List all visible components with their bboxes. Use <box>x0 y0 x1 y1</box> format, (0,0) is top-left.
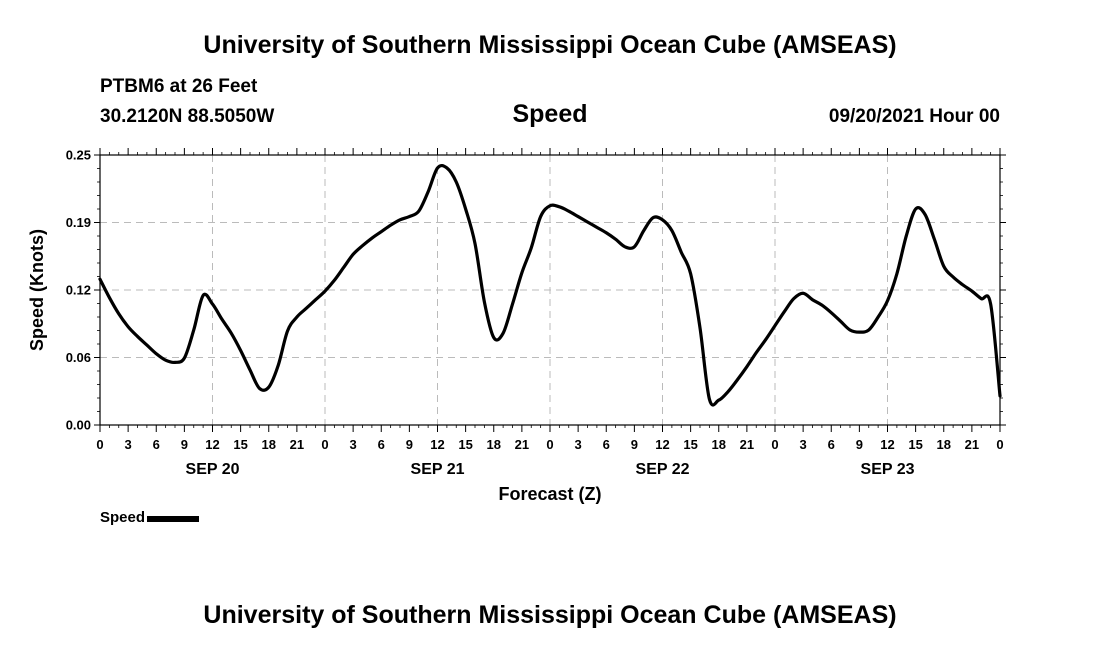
chart-title-bottom: University of Southern Mississippi Ocean… <box>203 601 897 629</box>
speed-series-line <box>98 163 1002 407</box>
y-tick-label: 0.12 <box>66 283 91 298</box>
y-axis-title: Speed (Knots) <box>27 229 47 351</box>
x-tick-label: 0 <box>996 437 1003 452</box>
x-tick-label: 12 <box>655 437 669 452</box>
x-tick-label: 3 <box>575 437 582 452</box>
x-tick-label: 15 <box>458 437 472 452</box>
x-tick-label: 0 <box>96 437 103 452</box>
x-tick-label: 18 <box>487 437 501 452</box>
x-tick-label: 9 <box>406 437 413 452</box>
x-tick-label: 9 <box>631 437 638 452</box>
date-label: SEP 23 <box>861 461 915 478</box>
x-tick-label: 3 <box>350 437 357 452</box>
x-tick-label: 0 <box>321 437 328 452</box>
grid-layer <box>100 155 1000 425</box>
y-tick-label: 0.00 <box>66 418 91 433</box>
x-tick-label: 12 <box>430 437 444 452</box>
station-label: PTBM6 at 26 Feet <box>100 76 258 97</box>
x-tick-label: 18 <box>712 437 726 452</box>
x-tick-label: 12 <box>880 437 894 452</box>
x-tick-label: 6 <box>603 437 610 452</box>
x-tick-label: 6 <box>828 437 835 452</box>
x-tick-label: 18 <box>937 437 951 452</box>
x-tick-label: 12 <box>205 437 219 452</box>
x-axis-title: Forecast (Z) <box>498 484 601 504</box>
x-tick-label: 9 <box>181 437 188 452</box>
chart-subtitle: Speed <box>512 100 588 128</box>
y-tick-layer: 0.00 0.06 0.12 0.19 0.25 <box>66 148 1006 433</box>
x-tick-label: 3 <box>125 437 132 452</box>
location-label: 30.2120N 88.5050W <box>100 106 275 127</box>
x-tick-label: 21 <box>515 437 529 452</box>
x-tick-layer: 0 3 6 9 12 15 18 21 0 3 6 9 12 15 18 21 0 3 6 9 12 15 18 21 0 3 6 9… <box>96 148 1004 452</box>
x-tick-label: 21 <box>965 437 979 452</box>
datetime-label: 09/20/2021 Hour 00 <box>828 106 1000 127</box>
date-label-layer: SEP 20 SEP 21 SEP 22 SEP 23 <box>186 461 915 478</box>
date-label: SEP 21 <box>411 461 465 478</box>
legend: Speed <box>100 509 200 526</box>
date-label: SEP 22 <box>636 461 690 478</box>
x-tick-label: 15 <box>683 437 697 452</box>
x-tick-label: 9 <box>856 437 863 452</box>
y-tick-label: 0.25 <box>66 148 91 163</box>
x-tick-label: 15 <box>908 437 922 452</box>
x-tick-label: 15 <box>233 437 247 452</box>
x-tick-label: 0 <box>546 437 553 452</box>
x-tick-label: 6 <box>378 437 385 452</box>
x-tick-label: 6 <box>153 437 160 452</box>
date-label: SEP 20 <box>186 461 240 478</box>
x-tick-label: 18 <box>262 437 276 452</box>
y-tick-label: 0.06 <box>66 350 91 365</box>
x-tick-label: 21 <box>290 437 304 452</box>
x-tick-label: 21 <box>740 437 754 452</box>
legend-swatch <box>147 516 200 522</box>
x-tick-label: 0 <box>771 437 778 452</box>
legend-label: Speed <box>100 509 146 526</box>
y-tick-label: 0.19 <box>66 215 91 230</box>
chart-title-top: University of Southern Mississippi Ocean… <box>203 31 897 59</box>
x-tick-label: 3 <box>800 437 807 452</box>
